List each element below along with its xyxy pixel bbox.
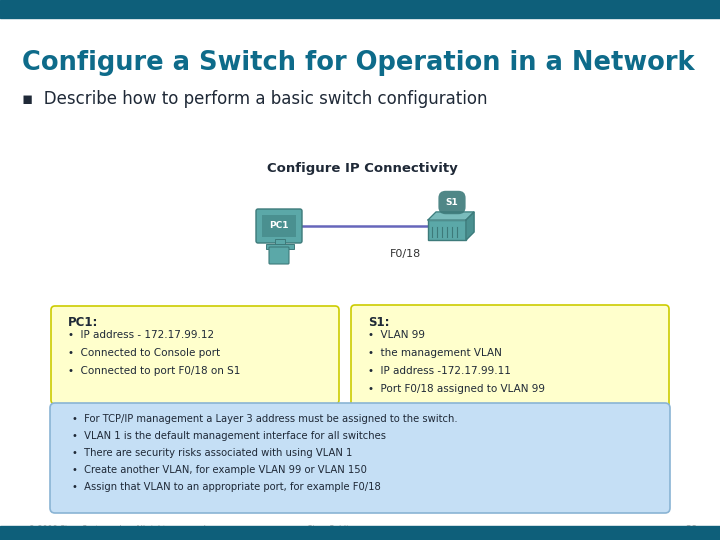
Text: •  Connected to port F0/18 on S1: • Connected to port F0/18 on S1 <box>68 366 240 376</box>
Text: PC1: PC1 <box>269 221 289 231</box>
Text: •  Port F0/18 assigned to VLAN 99: • Port F0/18 assigned to VLAN 99 <box>368 384 545 394</box>
FancyBboxPatch shape <box>50 403 670 513</box>
Text: Configure IP Connectivity: Configure IP Connectivity <box>266 162 457 175</box>
Text: Configure a Switch for Operation in a Network: Configure a Switch for Operation in a Ne… <box>22 50 695 76</box>
Bar <box>266 244 294 249</box>
FancyBboxPatch shape <box>51 306 339 404</box>
FancyBboxPatch shape <box>351 305 669 416</box>
Text: 29: 29 <box>685 525 698 535</box>
Text: •  IP address - 172.17.99.12: • IP address - 172.17.99.12 <box>68 330 214 340</box>
Text: •  Assign that VLAN to an appropriate port, for example F0/18: • Assign that VLAN to an appropriate por… <box>72 482 381 492</box>
Text: •  IP address -172.17.99.11: • IP address -172.17.99.11 <box>368 366 511 376</box>
Text: © 2006 Cisco Systems, Inc. All rights reserved.: © 2006 Cisco Systems, Inc. All rights re… <box>28 525 208 535</box>
Text: S1:: S1: <box>368 316 390 329</box>
Text: ▪  Describe how to perform a basic switch configuration: ▪ Describe how to perform a basic switch… <box>22 90 487 108</box>
Text: •  Connected to Console port: • Connected to Console port <box>68 348 220 358</box>
Text: •  There are security risks associated with using VLAN 1: • There are security risks associated wi… <box>72 448 352 458</box>
Text: •  Create another VLAN, for example VLAN 99 or VLAN 150: • Create another VLAN, for example VLAN … <box>72 465 367 475</box>
Bar <box>275 239 285 245</box>
Text: Cisco Public: Cisco Public <box>307 525 353 535</box>
Text: PC1:: PC1: <box>68 316 99 329</box>
Text: F0/18: F0/18 <box>390 249 421 259</box>
Text: •  For TCP/IP management a Layer 3 address must be assigned to the switch.: • For TCP/IP management a Layer 3 addres… <box>72 414 458 424</box>
Polygon shape <box>466 212 474 240</box>
Text: S1: S1 <box>446 198 459 207</box>
Text: •  VLAN 1 is the default management interface for all switches: • VLAN 1 is the default management inter… <box>72 431 386 441</box>
Bar <box>0 526 720 540</box>
Polygon shape <box>428 212 474 220</box>
Text: •  the management VLAN: • the management VLAN <box>368 348 502 358</box>
Bar <box>428 220 466 240</box>
Text: •  VLAN 99: • VLAN 99 <box>368 330 425 340</box>
Bar <box>0 0 720 18</box>
Bar <box>262 215 296 237</box>
FancyBboxPatch shape <box>269 247 289 264</box>
FancyBboxPatch shape <box>256 209 302 243</box>
